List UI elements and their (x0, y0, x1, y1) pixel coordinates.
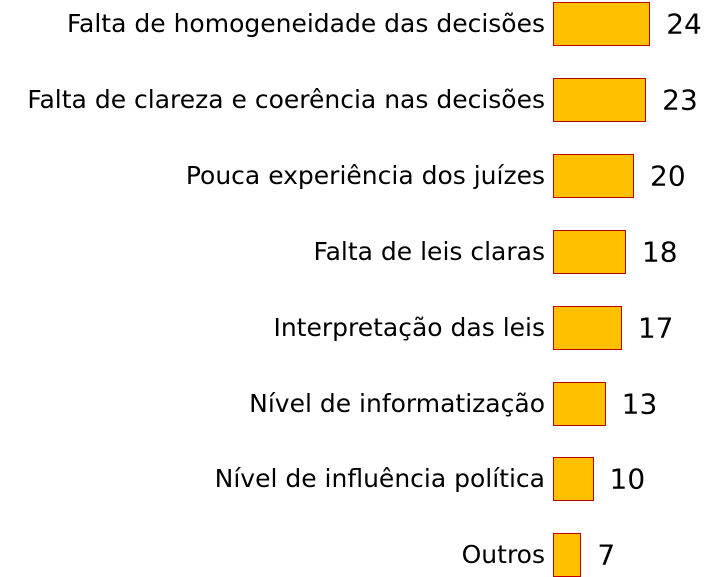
bar (553, 229, 626, 274)
value-label: 20 (650, 159, 686, 193)
bar (553, 305, 622, 350)
bar (553, 77, 647, 122)
category-label: Falta de clareza e coerência nas decisõe… (27, 84, 545, 114)
category-label: Interpretação das leis (273, 312, 545, 342)
bar (553, 457, 594, 502)
value-label: 13 (621, 387, 658, 420)
bar (553, 381, 606, 426)
bar (553, 153, 634, 198)
category-label: Falta de homogeneidade das decisões (66, 9, 545, 38)
bar (553, 533, 582, 577)
value-label: 24 (666, 7, 702, 41)
category-label: Pouca experiência dos juízes (185, 160, 545, 190)
category-label: Outros (461, 540, 545, 570)
value-label: 17 (637, 311, 674, 345)
bar (553, 2, 651, 46)
category-label: Falta de leis claras (313, 236, 546, 266)
value-label: 18 (641, 235, 678, 269)
category-label: Nível de influência política (214, 464, 545, 494)
value-label: 10 (609, 462, 646, 496)
value-label: 23 (662, 83, 698, 117)
category-label: Nível de informatização (249, 388, 545, 418)
value-label: 7 (597, 538, 616, 572)
